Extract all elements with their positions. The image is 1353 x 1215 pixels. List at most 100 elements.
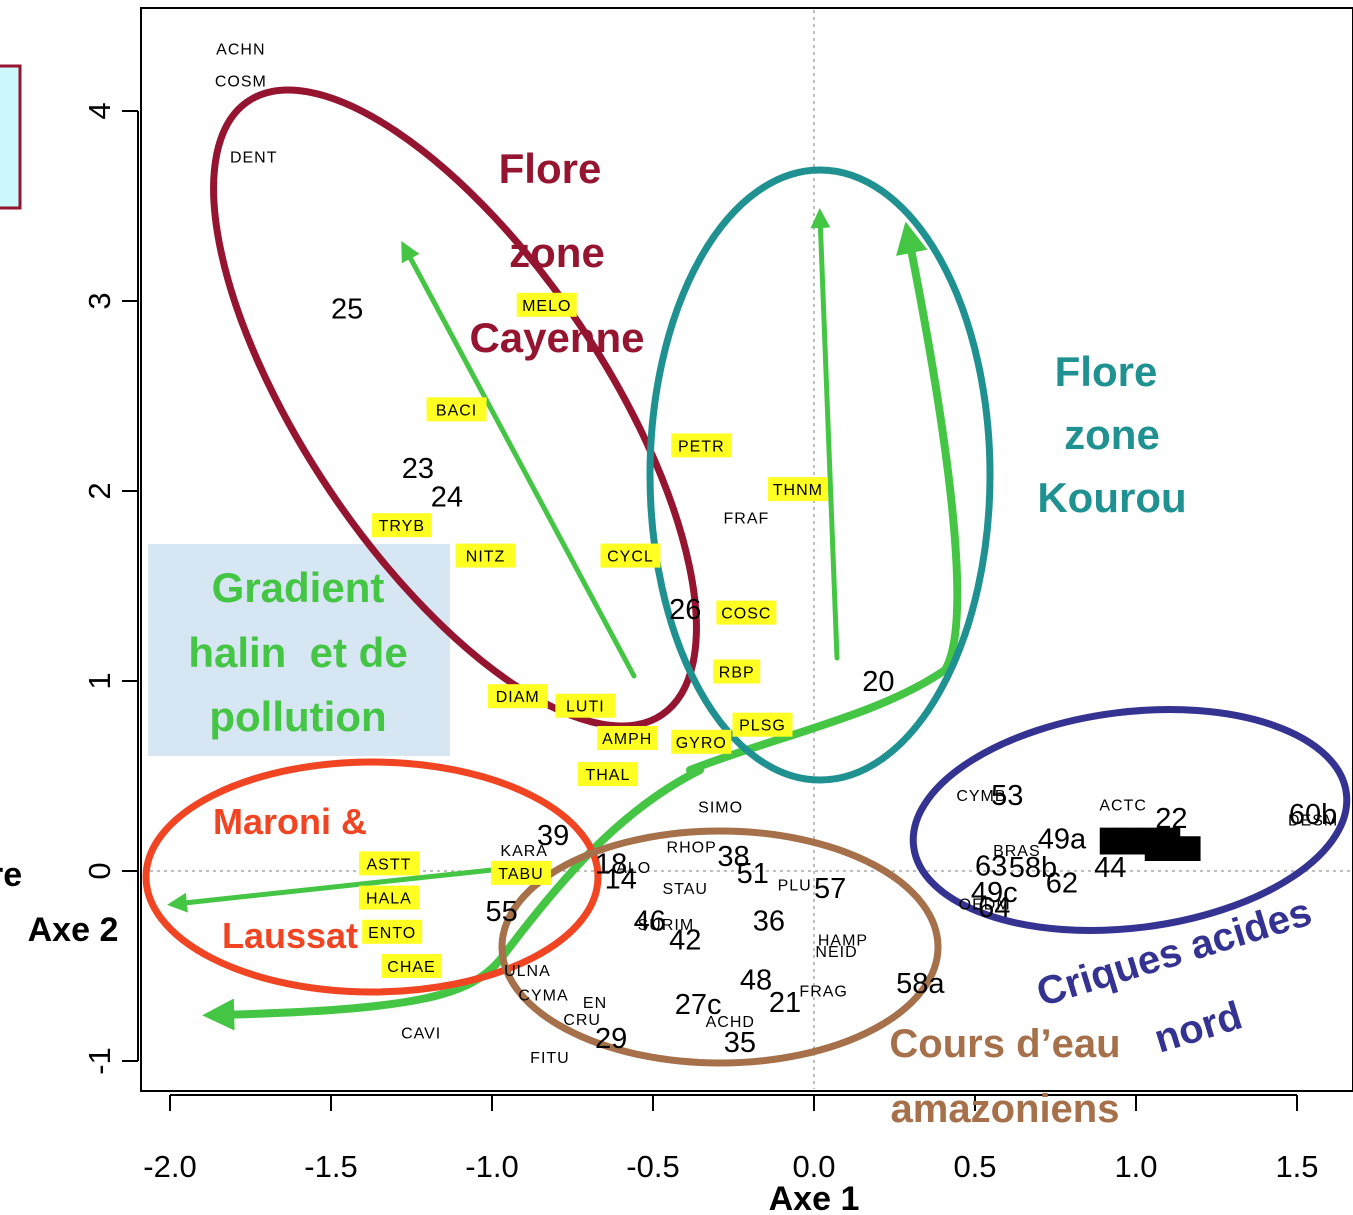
group-label-gradient-1: Gradient xyxy=(212,564,385,611)
y-tick-label: 2 xyxy=(82,482,117,499)
taxon-label: ACTC xyxy=(1099,798,1147,815)
y-tick-label: 4 xyxy=(82,102,117,119)
taxon-label: SIMO xyxy=(698,799,743,816)
taxa: ACHN COSM DENT FRAF SIMO KARA RHOP ALO STAU PLU SU… xyxy=(215,41,1337,1067)
site-label: 36 xyxy=(753,905,785,937)
taxon-highlight xyxy=(490,860,551,885)
x-tick-label: -2.0 xyxy=(143,1149,196,1184)
x-axis: -2.0 -1.5 -1.0 -0.5 0.0 0.5 1.0 1.5 xyxy=(143,1094,1319,1184)
taxon-highlight xyxy=(358,851,419,876)
taxon-label: BACI xyxy=(436,402,477,419)
group-label-kourou-2: zone xyxy=(1064,411,1160,458)
site-label: 58b xyxy=(1009,852,1057,884)
x-tick-label: 0.0 xyxy=(792,1149,835,1184)
taxon-highlight xyxy=(371,513,432,538)
taxon-highlight xyxy=(671,729,732,754)
x-tick-label: 0.5 xyxy=(953,1149,996,1184)
y-tick-label: 3 xyxy=(82,292,117,309)
cluster-mark: ▇▇▇▇ xyxy=(1099,824,1181,855)
x-tick-label: -1.5 xyxy=(304,1149,357,1184)
x-tick-label: 1.0 xyxy=(1114,1149,1157,1184)
group-ellipses xyxy=(142,86,1351,1067)
site-label: 38 xyxy=(717,841,749,873)
taxon-label: ENTO xyxy=(368,925,416,942)
x-tick-label: 1.5 xyxy=(1275,1149,1318,1184)
group-label-gradient-3: pollution xyxy=(209,693,386,740)
plot-frame xyxy=(140,7,1353,1092)
taxon-label: BRAS xyxy=(993,843,1041,860)
site-label: 29 xyxy=(595,1023,627,1055)
site-label: 24 xyxy=(431,482,463,514)
site-label: 46 xyxy=(634,905,666,937)
arrow-cayenne xyxy=(401,240,637,679)
taxon-label: STAU xyxy=(662,881,707,898)
taxon-label: COSC xyxy=(721,606,771,623)
taxon-label: HALA xyxy=(366,891,412,908)
site-label: 49c xyxy=(971,877,1018,909)
taxon-highlight xyxy=(600,543,661,568)
taxon-label: TABU xyxy=(498,866,543,883)
site-label: 20 xyxy=(862,666,894,698)
y-tick-label: 1 xyxy=(82,672,117,689)
taxon-label: ACHN xyxy=(216,41,265,58)
group-label-kourou-3: Kourou xyxy=(1037,474,1186,521)
y-tick-label: 0 xyxy=(82,862,117,879)
taxon-label: COSM xyxy=(215,74,267,91)
taxon-label: RHOP xyxy=(667,839,717,856)
site-label: 42 xyxy=(669,924,701,956)
taxon-label: FRAF xyxy=(723,511,769,528)
taxon-label: PETR xyxy=(678,438,725,455)
taxon-highlight xyxy=(487,684,548,709)
taxon-label: HAMP xyxy=(818,932,868,949)
group-label-maroni-2: Laussat xyxy=(222,915,358,956)
taxon-highlight xyxy=(671,433,732,458)
taxon-highlight xyxy=(516,292,577,317)
taxon-label: CYCL xyxy=(607,549,654,566)
taxon-label: RBP xyxy=(719,665,755,682)
acid-creeks-cluster: ▇▇▇▇ ▇▇▇ xyxy=(1099,824,1201,861)
group-label-kourou-1: Flore xyxy=(1055,348,1158,395)
site-label: 23 xyxy=(402,453,434,485)
taxon-highlight xyxy=(597,726,658,750)
taxon-label: LUTI xyxy=(566,699,605,716)
taxon-highlight xyxy=(713,659,761,684)
group-label-maroni-1: Maroni & xyxy=(213,801,367,842)
site-label: 22 xyxy=(1155,803,1187,835)
taxon-label: AMPH xyxy=(602,731,652,748)
taxon-label: PLSG xyxy=(739,718,786,735)
edge-label: re xyxy=(0,856,22,894)
taxon-highlight xyxy=(767,477,828,502)
site-label: 51 xyxy=(737,858,769,890)
taxon-label: ACHD xyxy=(706,1014,755,1031)
taxon-label: PLU xyxy=(778,877,812,894)
y-axis: -1 0 1 2 3 4 xyxy=(82,102,139,1075)
taxon-label: THNM xyxy=(773,482,823,499)
group-label-cayenne-2: zone xyxy=(509,229,605,276)
taxon-highlight xyxy=(455,543,516,568)
site-label: 27c xyxy=(675,989,722,1021)
site-label: 53 xyxy=(991,780,1023,812)
taxon-label: CAVI xyxy=(401,1026,441,1043)
site-label: 21 xyxy=(769,987,801,1019)
taxon-label: OEDM xyxy=(959,896,1011,913)
x-tick-label: -1.0 xyxy=(465,1149,518,1184)
site-label: 48 xyxy=(740,964,772,996)
site-label: 25 xyxy=(331,294,363,326)
site-label: 62 xyxy=(1046,867,1078,899)
group-label-cayenne-3: Cayenne xyxy=(469,314,644,361)
taxon-highlight xyxy=(716,600,777,625)
group-label-gradient-2: halin et de xyxy=(188,629,407,676)
taxon-label: CYMB xyxy=(956,788,1006,805)
taxon-label: NITZ xyxy=(466,549,506,566)
site-label: 64 xyxy=(978,892,1010,924)
site-label: 58a xyxy=(896,968,945,1000)
site-label: 35 xyxy=(724,1027,756,1059)
taxon-label: ULNA xyxy=(504,963,551,980)
taxon-label: EN xyxy=(583,995,607,1012)
taxon-label: FRAG xyxy=(799,984,847,1001)
y-axis-title: Axe 2 xyxy=(28,911,119,949)
taxon-label: TRYB xyxy=(379,518,425,535)
site-label: 44 xyxy=(1094,852,1126,884)
group-label-acid-creeks-1: Criques acides xyxy=(1032,890,1317,1015)
arrow-maroni xyxy=(167,864,523,913)
